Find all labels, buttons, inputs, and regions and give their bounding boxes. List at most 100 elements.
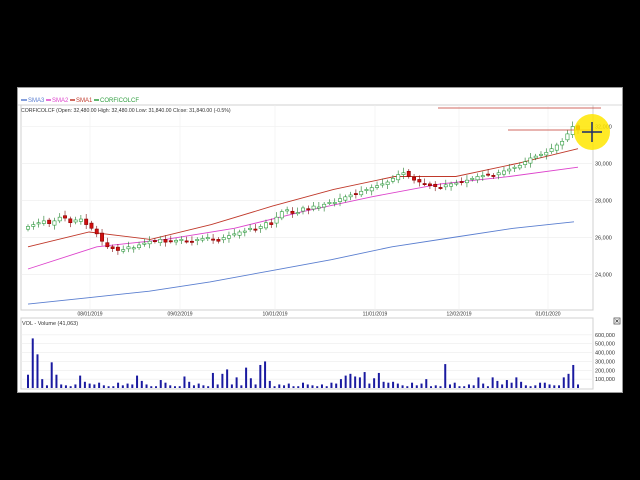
volume-bar: [102, 385, 105, 388]
volume-bar: [159, 380, 162, 388]
legend-item-sma1[interactable]: SMA1: [70, 98, 93, 104]
candle: [84, 218, 89, 225]
candle: [306, 208, 311, 211]
candle: [237, 231, 242, 236]
candle: [512, 166, 517, 169]
legend-item-sma2[interactable]: SMA2: [46, 98, 69, 104]
volume-bar: [548, 384, 551, 388]
candle: [412, 176, 416, 181]
volume-bar: [325, 386, 328, 388]
volume-tick-label: 600,000: [595, 333, 615, 339]
volume-bar: [453, 382, 456, 388]
candle: [179, 239, 184, 241]
volume-bar: [150, 386, 153, 388]
crosshair-icon: [582, 122, 602, 142]
volume-bar: [211, 372, 214, 388]
candle: [142, 242, 147, 245]
candle: [533, 155, 538, 159]
sma-line-sma1: [27, 148, 579, 248]
volume-bar: [543, 382, 546, 388]
close-icon: [615, 319, 619, 323]
candle: [100, 232, 104, 242]
volume-bar: [396, 383, 399, 388]
volume-bar: [558, 385, 561, 388]
volume-bar: [273, 386, 276, 388]
candle: [295, 212, 300, 215]
price-tick-label: 28,000: [595, 199, 612, 205]
volume-bar: [467, 384, 470, 388]
volume-bar: [240, 385, 243, 388]
volume-bar: [373, 378, 376, 388]
volume-bar: [207, 386, 210, 388]
candle: [480, 175, 485, 178]
volume-bar: [529, 386, 532, 388]
volume-bar: [401, 385, 404, 388]
volume-bar: [245, 367, 248, 388]
candle: [523, 161, 528, 165]
volume-bar: [501, 384, 504, 388]
chart-svg: SMA3 SMA2 SMA1 CORFICOLCF CORFICOLCF (Op…: [18, 98, 622, 390]
candle: [258, 226, 263, 229]
volume-bar: [463, 386, 466, 388]
candle: [327, 202, 332, 204]
volume-bar: [486, 386, 489, 388]
candle: [422, 183, 427, 185]
volume-bar: [458, 386, 461, 388]
date-tick-label: 10/01/2019: [262, 312, 287, 318]
candle: [200, 238, 205, 241]
legend-item-corficolcf[interactable]: CORFICOLCF: [94, 98, 139, 104]
volume-bar: [88, 383, 91, 388]
volume-bar: [117, 382, 120, 388]
volume-bar: [83, 381, 86, 388]
volume-bar: [339, 379, 342, 388]
candle: [274, 216, 279, 224]
volume-bar: [36, 354, 39, 388]
volume-bar: [183, 376, 186, 388]
volume-pane-toggle[interactable]: [613, 317, 621, 325]
volume-bar: [562, 377, 565, 388]
volume-bar: [539, 382, 542, 388]
volume-bar: [444, 364, 447, 388]
volume-bar: [330, 382, 333, 388]
volume-bar: [259, 364, 262, 388]
legend-item-sma3[interactable]: SMA3: [21, 98, 45, 104]
volume-bar: [406, 386, 409, 388]
candle: [36, 222, 41, 225]
volume-bar: [69, 386, 72, 388]
candle: [248, 227, 253, 230]
volume-bar: [510, 382, 513, 388]
candle: [105, 242, 110, 248]
volume-bar: [188, 381, 191, 388]
candle: [121, 249, 126, 252]
candle: [364, 189, 369, 191]
legend-label-sma2: SMA2: [52, 98, 69, 104]
volume-bar: [45, 385, 48, 388]
candle: [31, 224, 36, 227]
candle: [396, 174, 401, 181]
candle: [190, 240, 194, 243]
volume-bar: [363, 372, 366, 388]
volume-bar: [572, 364, 575, 388]
candle: [232, 233, 237, 236]
volume-grid: [21, 334, 593, 380]
cursor-highlight: [574, 114, 610, 150]
price-tick-label: 26,000: [595, 236, 612, 242]
volume-bar: [287, 383, 290, 388]
volume-bar: [169, 385, 172, 388]
volume-bar: [311, 385, 314, 388]
volume-tick-label: 300,000: [595, 359, 615, 365]
candle: [279, 211, 284, 219]
candle: [385, 181, 390, 185]
volume-bar: [50, 362, 53, 388]
volume-bar: [31, 338, 34, 388]
candle: [433, 183, 438, 187]
volume-bar: [349, 373, 352, 388]
volume-tick-label: 200,000: [595, 368, 615, 374]
volume-bar: [520, 381, 523, 388]
volume-bar: [567, 373, 570, 388]
price-grid: [21, 105, 593, 310]
volume-bar: [283, 385, 286, 388]
volume-bar: [477, 377, 480, 388]
volume-bar: [448, 384, 451, 388]
volume-bar: [411, 382, 414, 388]
